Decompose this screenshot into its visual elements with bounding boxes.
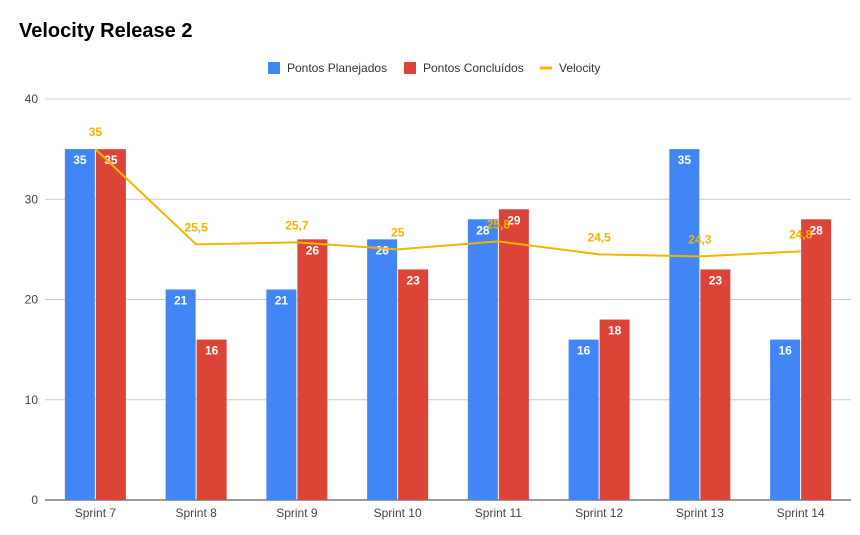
bar-concluidos [398,269,429,500]
x-tick-label: Sprint 14 [777,506,825,520]
legend: Pontos Planejados Pontos Concluídos Veloci… [268,61,600,75]
bar-concluidos [498,209,529,500]
velocity-line: 35 25,5 25,7 25 25,8 24,5 24,3 24,8 [89,125,813,258]
chart-title: Velocity Release 2 [19,20,193,42]
x-tick-label: Sprint 10 [374,506,422,520]
bar-value-label: 28 [476,223,490,237]
y-tick-label: 30 [25,192,39,206]
bar-value-label: 26 [375,243,389,257]
bar-value-label: 26 [306,243,320,257]
x-tick-label: Sprint 8 [175,506,217,520]
bar-concluidos [196,339,227,500]
bar-planejados [568,339,599,500]
velocity-value-label: 24,8 [789,227,813,241]
bars: 35 35 21 16 21 26 26 23 28 29 16 18 35 23 16 28 [64,149,832,501]
velocity-value-label: 25 [391,225,405,239]
velocity-value-label: 24,5 [587,230,611,244]
legend-label: Velocity [559,61,600,75]
legend-label: Pontos Concluídos [423,61,524,75]
velocity-value-label: 35 [89,125,103,139]
x-tick-label: Sprint 12 [575,506,623,520]
bar-value-label: 28 [809,223,823,237]
bar-value-label: 16 [778,344,792,358]
bar-planejados [64,149,95,500]
bar-planejados [165,289,196,500]
velocity-value-label: 25,8 [487,217,511,231]
bar-value-label: 18 [608,324,622,338]
bar-planejados [669,149,700,500]
bar-planejados [770,339,801,500]
velocity-value-label: 25,5 [184,220,208,234]
bar-planejados [467,219,498,501]
legend-label: Pontos Planejados [287,61,387,75]
bar-value-label: 35 [104,153,118,167]
y-axis-ticks: 0 10 20 30 40 [25,92,39,507]
legend-swatch [268,62,280,74]
bar-planejados [266,289,297,500]
y-tick-label: 0 [31,493,38,507]
bar-value-label: 35 [678,153,692,167]
velocity-line-path [94,148,801,258]
bar-concluidos [297,239,328,500]
velocity-value-label: 24,3 [688,232,712,246]
x-tick-label: Sprint 9 [276,506,318,520]
velocity-value-label: 25,7 [285,218,309,232]
x-tick-label: Sprint 7 [75,506,117,520]
y-tick-label: 10 [25,393,39,407]
bar-value-label: 23 [406,273,420,287]
bar-value-label: 23 [709,273,723,287]
y-tick-label: 40 [25,92,39,106]
x-tick-label: Sprint 13 [676,506,724,520]
y-tick-label: 20 [25,293,39,307]
bar-concluidos [599,319,630,500]
bar-value-label: 21 [174,293,188,307]
bar-value-label: 16 [577,344,591,358]
bar-concluidos [95,149,126,500]
bar-value-label: 29 [507,213,521,227]
bar-value-label: 16 [205,344,219,358]
legend-swatch [404,62,416,74]
x-axis-ticks: Sprint 7 Sprint 8 Sprint 9 Sprint 10 Sprint … [75,506,825,520]
bar-planejados [367,239,398,500]
bar-concluidos [801,219,832,501]
bar-concluidos [700,269,731,500]
x-tick-label: Sprint 11 [475,506,522,520]
bar-value-label: 21 [275,293,289,307]
bar-value-label: 35 [73,153,87,167]
